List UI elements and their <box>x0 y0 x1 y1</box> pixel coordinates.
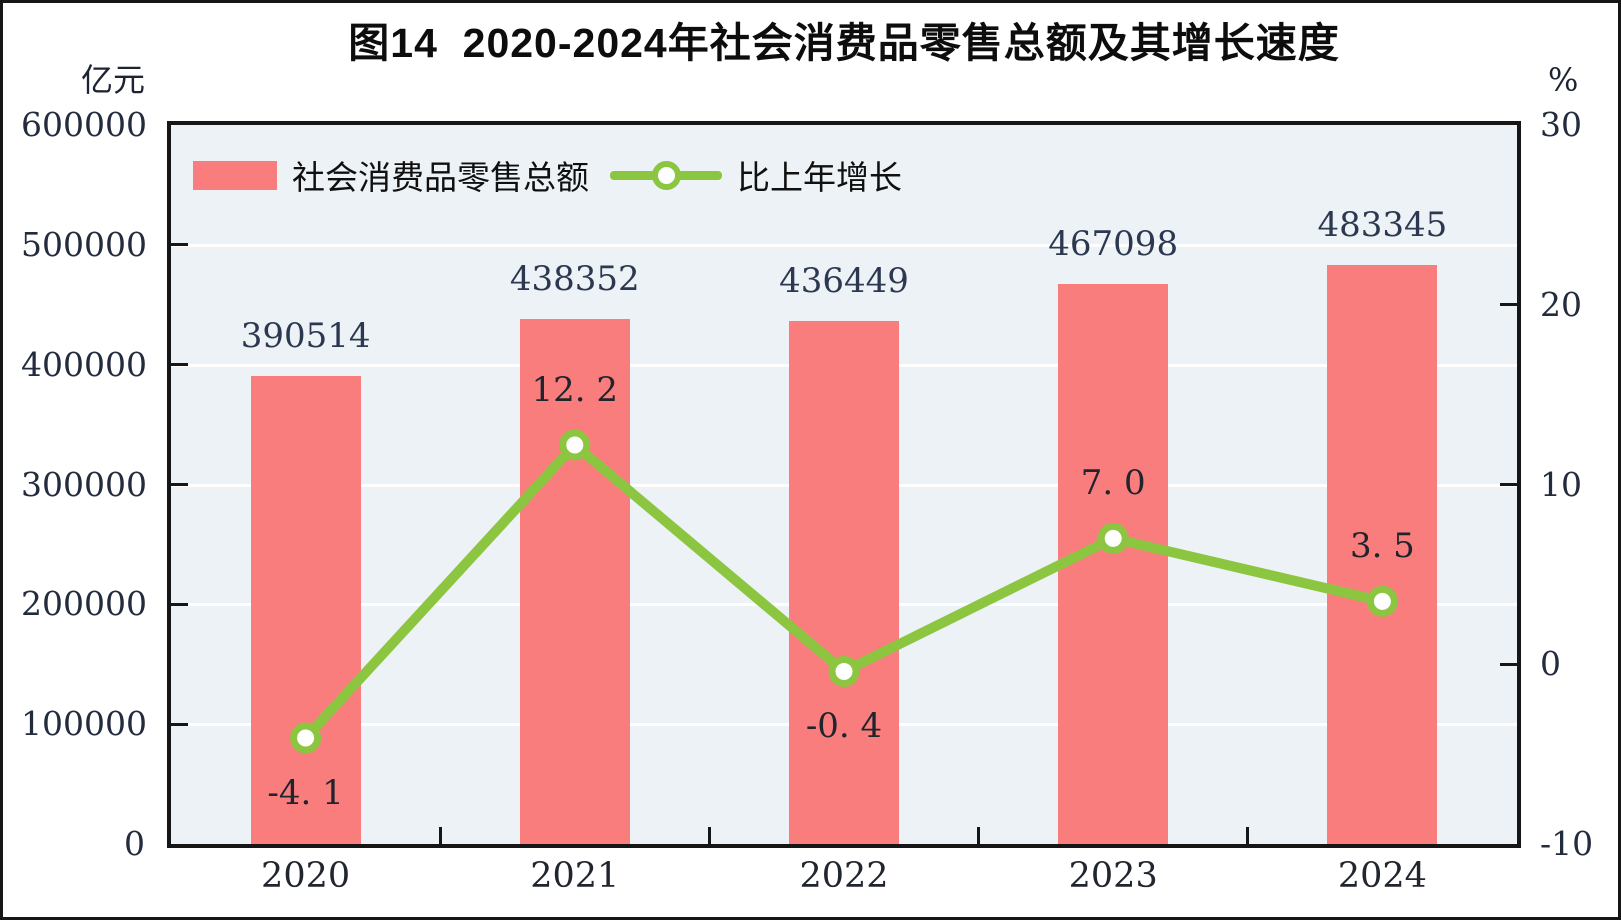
legend-line-sample <box>610 160 722 190</box>
growth-value-label-2021: 12. 2 <box>531 369 619 410</box>
gridline <box>171 243 1517 247</box>
legend-line-marker-icon <box>652 161 681 190</box>
growth-value-label-2024: 3. 5 <box>1349 526 1415 567</box>
x-axis-label-2020: 2020 <box>261 856 351 896</box>
growth-value-label-2023: 7. 0 <box>1080 463 1146 504</box>
x-axis-label-2024: 2024 <box>1337 856 1427 896</box>
left-axis-tick <box>171 243 188 247</box>
right-axis-tick-label--10: -10 <box>1540 824 1594 863</box>
x-axis-tick <box>977 827 981 844</box>
bar-value-label-2023: 467098 <box>1048 224 1179 265</box>
x-axis-label-2022: 2022 <box>799 856 889 896</box>
legend: 社会消费品零售总额 比上年增长 <box>193 151 902 199</box>
growth-marker-2022 <box>828 655 860 687</box>
right-axis-tick-label-30: 30 <box>1540 105 1582 144</box>
bar-value-label-2022: 436449 <box>779 260 909 301</box>
right-axis-tick-label-10: 10 <box>1540 464 1582 504</box>
left-axis-tick <box>171 722 188 726</box>
left-axis-tick <box>171 363 188 367</box>
growth-marker-2021 <box>559 429 591 461</box>
x-axis-tick <box>438 827 442 844</box>
right-axis-tick <box>1500 662 1517 666</box>
right-axis-tick-label-20: 20 <box>1540 284 1582 324</box>
right-axis-tick <box>1500 303 1517 307</box>
left-axis-unit-label: 亿元 <box>80 62 145 98</box>
left-axis-tick <box>171 483 188 486</box>
legend-bar-label: 社会消费品零售总额 <box>292 159 589 196</box>
left-axis-tick-label-400000: 400000 <box>21 344 147 384</box>
left-axis-tick <box>171 602 188 606</box>
growth-marker-2020 <box>290 722 322 754</box>
x-axis-label-2023: 2023 <box>1068 856 1158 896</box>
left-axis-tick-label-500000: 500000 <box>21 224 147 264</box>
bar-value-label-2020: 390514 <box>240 316 371 357</box>
bar-2022 <box>789 321 899 844</box>
growth-marker-2023 <box>1097 522 1129 554</box>
right-axis-tick-label-0: 0 <box>1540 644 1561 684</box>
left-axis-tick-label-300000: 300000 <box>21 464 147 504</box>
bar-2024 <box>1327 264 1438 844</box>
right-axis-unit-label: % <box>1548 61 1579 99</box>
x-axis-tick <box>707 827 711 844</box>
growth-marker-2024 <box>1366 585 1398 617</box>
x-axis-label-2021: 2021 <box>530 856 620 896</box>
plot-inner: 社会消费品零售总额 比上年增长 390514 438352 436449 467098… <box>171 125 1517 844</box>
bar-2023 <box>1058 284 1169 844</box>
left-axis-tick-label-0: 0 <box>124 824 145 863</box>
left-axis-tick-label-600000: 600000 <box>21 105 147 144</box>
plot-area: 社会消费品零售总额 比上年增长 390514 438352 436449 467098… <box>167 121 1521 848</box>
legend-line-label: 比上年增长 <box>737 159 902 196</box>
chart-title: 图14 2020-2024年社会消费品零售总额及其增长速度 <box>348 20 1340 66</box>
bar-value-label-2024: 483345 <box>1317 204 1448 245</box>
bar-2020 <box>250 376 361 844</box>
x-axis-tick <box>1246 827 1250 844</box>
growth-value-label-2022: -0. 4 <box>805 706 883 747</box>
left-axis-tick-label-100000: 100000 <box>21 704 147 744</box>
bar-value-label-2021: 438352 <box>509 258 640 299</box>
growth-value-label-2020: -4. 1 <box>267 772 344 813</box>
bar-2021 <box>519 318 630 844</box>
left-axis-tick-label-200000: 200000 <box>21 584 147 624</box>
growth-line-layer <box>290 429 1398 754</box>
legend-bar-swatch <box>193 160 277 190</box>
growth-line <box>301 439 1384 742</box>
right-axis-tick <box>1500 483 1517 486</box>
